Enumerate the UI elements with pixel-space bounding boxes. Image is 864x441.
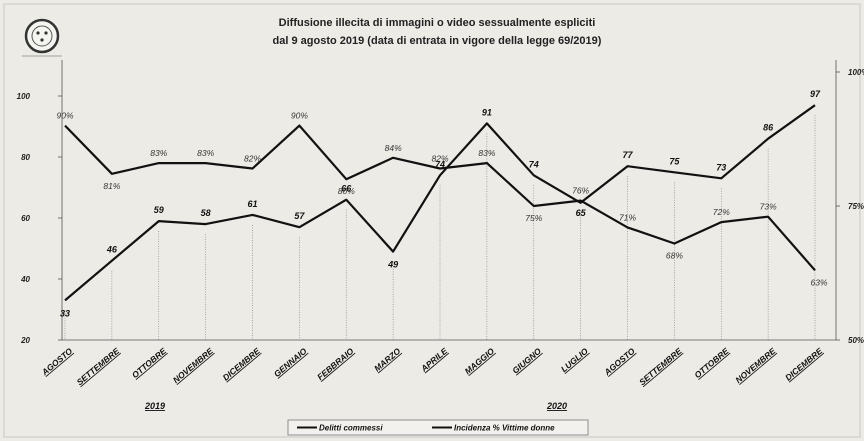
data-label-delitti: 46	[106, 245, 118, 255]
logo	[22, 18, 62, 57]
data-label-incidenza: 68%	[666, 251, 683, 261]
data-label-incidenza: 75%	[525, 213, 542, 223]
data-label-incidenza: 83%	[478, 148, 495, 158]
right-tick-label: 50%	[848, 336, 864, 345]
left-tick-label: 20	[20, 336, 30, 345]
data-label-incidenza: 90%	[56, 111, 73, 121]
legend-label-delitti: Delitti commessi	[319, 424, 383, 433]
data-label-incidenza: 82%	[244, 153, 261, 163]
data-label-delitti: 61	[247, 199, 257, 209]
data-label-delitti: 97	[810, 89, 821, 99]
data-label-delitti: 58	[201, 208, 211, 218]
data-label-delitti: 74	[435, 159, 445, 169]
data-label-incidenza: 72%	[713, 207, 730, 217]
right-tick-label: 100%	[848, 68, 864, 77]
left-tick-label: 40	[20, 275, 30, 284]
left-tick-label: 100	[17, 92, 31, 101]
data-label-delitti: 59	[154, 205, 164, 215]
data-label-delitti: 77	[622, 150, 633, 160]
legend: Delitti commessi Incidenza % Vittime don…	[287, 419, 589, 436]
legend-label-incidenza: Incidenza % Vittime donne	[454, 424, 555, 433]
data-label-delitti: 57	[294, 211, 305, 221]
data-label-incidenza: 63%	[810, 277, 827, 287]
series-lines	[64, 104, 816, 302]
right-tick-label: 75%	[848, 202, 864, 211]
data-label-incidenza: 90%	[291, 111, 308, 121]
data-label-incidenza: 80%	[338, 186, 355, 196]
chart-title-line1: Diffusione illecita di immagini o video …	[279, 17, 596, 29]
category-drop-lines	[64, 115, 816, 340]
data-label-incidenza: 71%	[619, 212, 636, 222]
data-label-delitti: 91	[482, 107, 492, 117]
data-labels: 33 46 59 58 61 57 66 49 74 91 74 65 77 75 73 86 97 90% 81%…	[56, 89, 827, 318]
data-label-delitti: 49	[387, 260, 398, 270]
data-label-delitti: 86	[763, 123, 774, 133]
left-axis-ticks: 20 40 60 80 100	[17, 92, 62, 345]
data-label-incidenza: 83%	[197, 148, 214, 158]
left-tick-label: 80	[21, 153, 30, 162]
data-label-incidenza: 83%	[150, 148, 167, 158]
data-label-delitti: 75	[669, 156, 680, 166]
data-label-delitti: 74	[529, 159, 539, 169]
year-label-2020: 2020	[546, 401, 567, 411]
chart-title-line2: dal 9 agosto 2019 (data di entrata in vi…	[273, 35, 602, 47]
year-label-2019: 2019	[144, 401, 165, 411]
data-label-incidenza: 82%	[431, 153, 448, 163]
data-label-delitti: 66	[341, 184, 352, 194]
data-label-delitti: 73	[716, 162, 726, 172]
right-axis-ticks: 50% 75% 100%	[836, 68, 864, 345]
data-label-incidenza: 84%	[385, 143, 402, 153]
series-line-incidenza	[64, 124, 816, 272]
data-label-delitti: 33	[60, 308, 70, 318]
plot-frame	[3, 3, 861, 438]
data-label-incidenza: 81%	[103, 181, 120, 191]
data-label-incidenza: 76%	[572, 186, 589, 196]
series-line-delitti	[64, 104, 816, 302]
left-tick-label: 60	[21, 214, 30, 223]
data-label-delitti: 65	[576, 208, 587, 218]
data-label-incidenza: 73%	[760, 202, 777, 212]
